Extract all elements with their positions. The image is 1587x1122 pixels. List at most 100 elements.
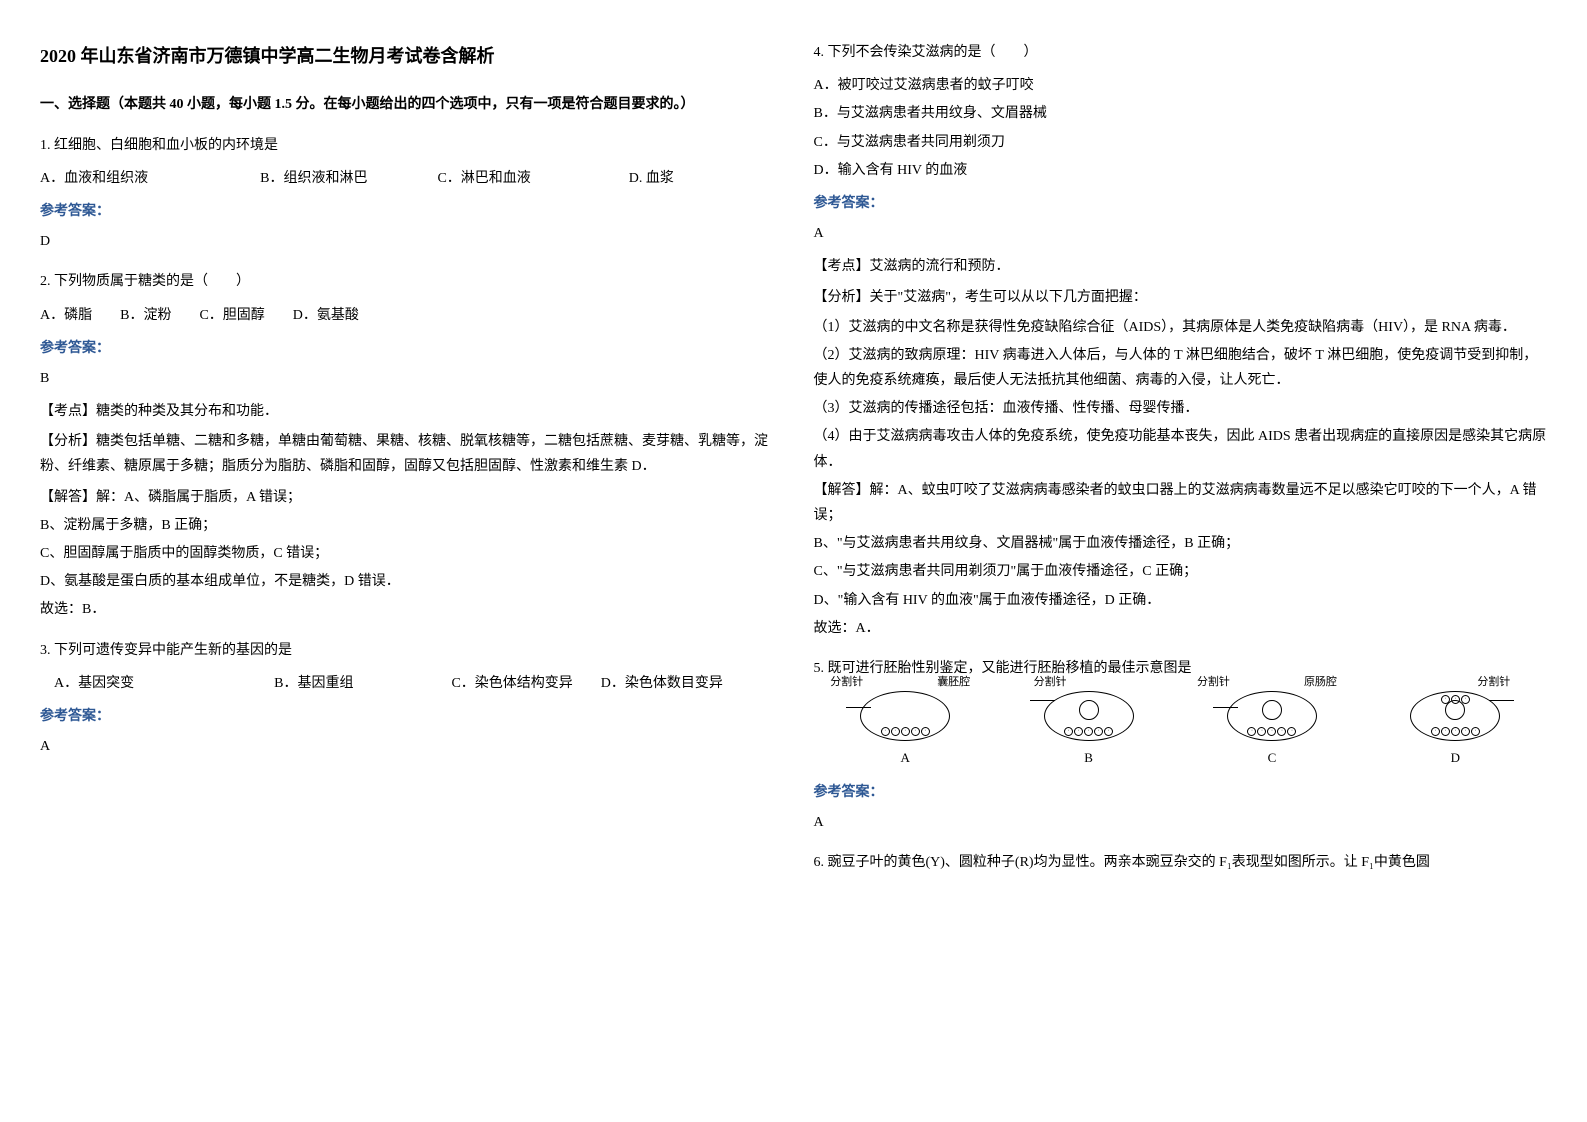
diagram-label-a: A [900, 746, 909, 769]
cell-icon: · [1451, 727, 1460, 736]
q2-solve-b: B、淀粉属于多糖，B 正确； [40, 513, 774, 538]
q2-answer-label: 参考答案： [40, 336, 774, 361]
question-6: 6. 豌豆子叶的黄色(Y)、圆粒种子(R)均为显性。两亲本豌豆杂交的 F₁表现型… [814, 850, 1548, 875]
diagram-label-b: B [1084, 746, 1093, 769]
q5-answer-label: 参考答案： [814, 780, 1548, 805]
cell-icon: · [881, 727, 890, 736]
ellipse-a: · · · · · [860, 691, 950, 741]
cell-icon: · [1287, 727, 1296, 736]
q2-conclusion: 故选：B． [40, 597, 774, 622]
q2-options: A．磷脂 B．淀粉 C．胆固醇 D．氨基酸 [40, 303, 774, 328]
q6-text: 6. 豌豆子叶的黄色(Y)、圆粒种子(R)均为显性。两亲本豌豆杂交的 F₁表现型… [814, 850, 1548, 875]
q4-answer: A [814, 221, 1548, 246]
q5-diagram: 分割针 囊胚腔 · · · · · A 分割针 [814, 691, 1548, 769]
cells-d-top: · · · [1441, 695, 1470, 704]
cell-icon: · [1451, 695, 1460, 704]
needle-label-b: 分割针 [1034, 673, 1067, 693]
cell-icon: · [911, 727, 920, 736]
q4-analysis-intro: 【分析】关于"艾滋病"，考生可以从以下几方面把握： [814, 285, 1548, 310]
cell-icon: · [1074, 727, 1083, 736]
diagram-c: 分割针 原肠腔 · · · · · C [1227, 691, 1317, 769]
cell-icon: · [1461, 695, 1470, 704]
q3-answer: A [40, 734, 774, 759]
q4-analysis-2: （2）艾滋病的致病原理：HIV 病毒进入人体后，与人体的 T 淋巴细胞结合，破坏… [814, 343, 1548, 393]
cells-c: · · · · · [1247, 727, 1296, 736]
q5-text: 5. 既可进行胚胎性别鉴定，又能进行胚胎移植的最佳示意图是 [814, 656, 1548, 681]
q4-analysis-1: （1）艾滋病的中文名称是获得性免疫缺陷综合征（AIDS），其病原体是人类免疫缺陷… [814, 315, 1548, 340]
needle-icon [846, 707, 871, 708]
q4-analysis-4: （4）由于艾滋病病毒攻击人体的免疫系统，使免疫功能基本丧失，因此 AIDS 患者… [814, 424, 1548, 474]
section-header: 一、选择题（本题共 40 小题，每小题 1.5 分。在每小题给出的四个选项中，只… [40, 92, 774, 117]
cell-icon: · [891, 727, 900, 736]
ellipse-b: · · · · · [1044, 691, 1134, 741]
diagram-a: 分割针 囊胚腔 · · · · · A [860, 691, 950, 769]
q1-text: 1. 红细胞、白细胞和血小板的内环境是 [40, 133, 774, 158]
q2-answer: B [40, 366, 774, 391]
needle-label-d: 分割针 [1477, 673, 1510, 693]
inner-circle-icon [1262, 700, 1282, 720]
cell-icon: · [1461, 727, 1470, 736]
q4-opt-a: A．被叮咬过艾滋病患者的蚊子叮咬 [814, 73, 1548, 98]
diagram-d: 分割针 · · · · · · · · [1410, 691, 1500, 769]
cell-icon: · [1431, 727, 1440, 736]
needle-icon [1213, 707, 1238, 708]
q3-options: A．基因突变 B．基因重组 C．染色体结构变异 D．染色体数目变异 [40, 671, 774, 696]
cells-a: · · · · · [881, 727, 930, 736]
q4-solve-b: B、"与艾滋病患者共用纹身、文眉器械"属于血液传播途径，B 正确； [814, 531, 1548, 556]
cell-icon: · [921, 727, 930, 736]
ellipse-c: · · · · · [1227, 691, 1317, 741]
document-title: 2020 年山东省济南市万德镇中学高二生物月考试卷含解析 [40, 40, 774, 72]
q4-point: 【考点】艾滋病的流行和预防． [814, 254, 1548, 279]
q4-solve-a: 【解答】解：A、蚊虫叮咬了艾滋病病毒感染者的蚊虫口器上的艾滋病病毒数量远不足以感… [814, 478, 1548, 528]
question-1: 1. 红细胞、白细胞和血小板的内环境是 A．血液和组织液 B．组织液和淋巴 C．… [40, 133, 774, 255]
q3-answer-label: 参考答案： [40, 704, 774, 729]
cavity-label-a: 囊胚腔 [937, 673, 970, 693]
q4-opt-d: D．输入含有 HIV 的血液 [814, 158, 1548, 183]
ellipse-d: · · · · · · · · [1410, 691, 1500, 741]
q4-conclusion: 故选：A． [814, 616, 1548, 641]
needle-label-a: 分割针 [830, 673, 863, 693]
cell-icon: · [901, 727, 910, 736]
question-3: 3. 下列可遗传变异中能产生新的基因的是 A．基因突变 B．基因重组 C．染色体… [40, 638, 774, 760]
cell-icon: · [1104, 727, 1113, 736]
q1-answer-label: 参考答案： [40, 199, 774, 224]
q4-solve-c: C、"与艾滋病患者共同用剃须刀"属于血液传播途径，C 正确； [814, 559, 1548, 584]
cell-icon: · [1084, 727, 1093, 736]
q5-answer: A [814, 810, 1548, 835]
q1-answer: D [40, 229, 774, 254]
left-column: 2020 年山东省济南市万德镇中学高二生物月考试卷含解析 一、选择题（本题共 4… [40, 40, 774, 890]
inner-circle-icon [1079, 700, 1099, 720]
q2-solve-a: 【解答】解：A、磷脂属于脂质，A 错误； [40, 485, 774, 510]
q4-opt-b: B．与艾滋病患者共用纹身、文眉器械 [814, 101, 1548, 126]
cell-icon: · [1257, 727, 1266, 736]
cell-icon: · [1094, 727, 1103, 736]
cells-b: · · · · · [1064, 727, 1113, 736]
q2-solve-d: D、氨基酸是蛋白质的基本组成单位，不是糖类，D 错误． [40, 569, 774, 594]
cavity-label-c: 原肠腔 [1304, 673, 1337, 693]
needle-icon [1030, 700, 1055, 701]
cell-icon: · [1441, 727, 1450, 736]
diagram-label-d: D [1451, 746, 1460, 769]
q4-analysis-3: （3）艾滋病的传播途径包括：血液传播、性传播、母婴传播． [814, 396, 1548, 421]
q2-analysis: 【分析】糖类包括单糖、二糖和多糖，单糖由葡萄糖、果糖、核糖、脱氧核糖等，二糖包括… [40, 429, 774, 479]
q4-opt-c: C．与艾滋病患者共同用剃须刀 [814, 130, 1548, 155]
q4-answer-label: 参考答案： [814, 191, 1548, 216]
cell-icon: · [1247, 727, 1256, 736]
diagram-label-c: C [1268, 746, 1277, 769]
cells-d: · · · · · [1431, 727, 1480, 736]
q3-text: 3. 下列可遗传变异中能产生新的基因的是 [40, 638, 774, 663]
cell-icon: · [1441, 695, 1450, 704]
q1-options: A．血液和组织液 B．组织液和淋巴 C．淋巴和血液 D. 血浆 [40, 166, 774, 191]
needle-label-c: 分割针 [1197, 673, 1230, 693]
needle-icon [1489, 700, 1514, 701]
q2-point: 【考点】糖类的种类及其分布和功能． [40, 399, 774, 424]
question-2: 2. 下列物质属于糖类的是（ ） A．磷脂 B．淀粉 C．胆固醇 D．氨基酸 参… [40, 269, 774, 622]
cell-icon: · [1471, 727, 1480, 736]
diagram-b: 分割针 · · · · · B [1044, 691, 1134, 769]
q2-text: 2. 下列物质属于糖类的是（ ） [40, 269, 774, 294]
question-4: 4. 下列不会传染艾滋病的是（ ） A．被叮咬过艾滋病患者的蚊子叮咬 B．与艾滋… [814, 40, 1548, 641]
right-column: 4. 下列不会传染艾滋病的是（ ） A．被叮咬过艾滋病患者的蚊子叮咬 B．与艾滋… [814, 40, 1548, 890]
cell-icon: · [1277, 727, 1286, 736]
cell-icon: · [1267, 727, 1276, 736]
cell-icon: · [1064, 727, 1073, 736]
